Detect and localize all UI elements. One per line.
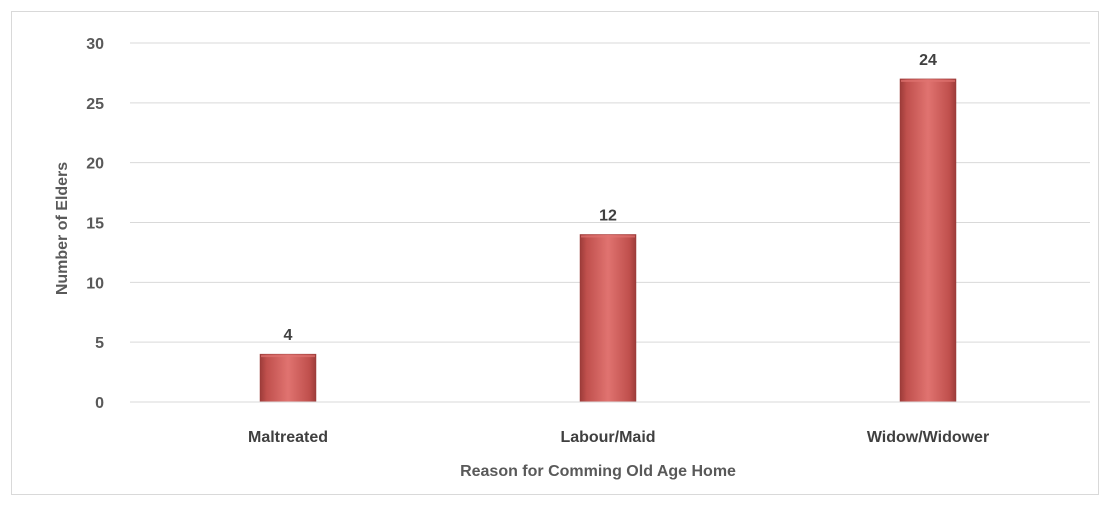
data-label: 24 bbox=[919, 52, 937, 69]
bar-bevel bbox=[261, 355, 315, 358]
x-category-label: Maltreated bbox=[248, 429, 328, 446]
y-tick-label: 15 bbox=[86, 216, 104, 233]
x-axis-title: Reason for Comming Old Age Home bbox=[460, 463, 736, 480]
data-label: 4 bbox=[284, 327, 293, 344]
y-tick-label: 10 bbox=[86, 275, 104, 292]
data-labels: 4 12 24 bbox=[284, 52, 937, 344]
data-label: 12 bbox=[599, 207, 617, 224]
x-category-label: Labour/Maid bbox=[560, 429, 655, 446]
y-axis-title: Number of Elders bbox=[54, 162, 71, 295]
y-tick-label: 30 bbox=[86, 36, 104, 53]
x-category-label: Widow/Widower bbox=[867, 429, 989, 446]
bars bbox=[259, 78, 957, 403]
y-tick-label: 20 bbox=[86, 156, 104, 173]
bar bbox=[259, 353, 317, 403]
bar bbox=[579, 234, 637, 403]
y-axis-ticks: 0 5 10 15 20 25 30 bbox=[86, 36, 104, 412]
y-tick-label: 5 bbox=[95, 335, 104, 352]
bar-bevel bbox=[901, 79, 955, 82]
bar-bevel bbox=[581, 235, 635, 238]
bar bbox=[899, 78, 957, 403]
y-tick-label: 0 bbox=[95, 395, 104, 412]
x-axis-categories: Maltreated Labour/Maid Widow/Widower bbox=[248, 429, 989, 446]
y-tick-label: 25 bbox=[86, 96, 104, 113]
